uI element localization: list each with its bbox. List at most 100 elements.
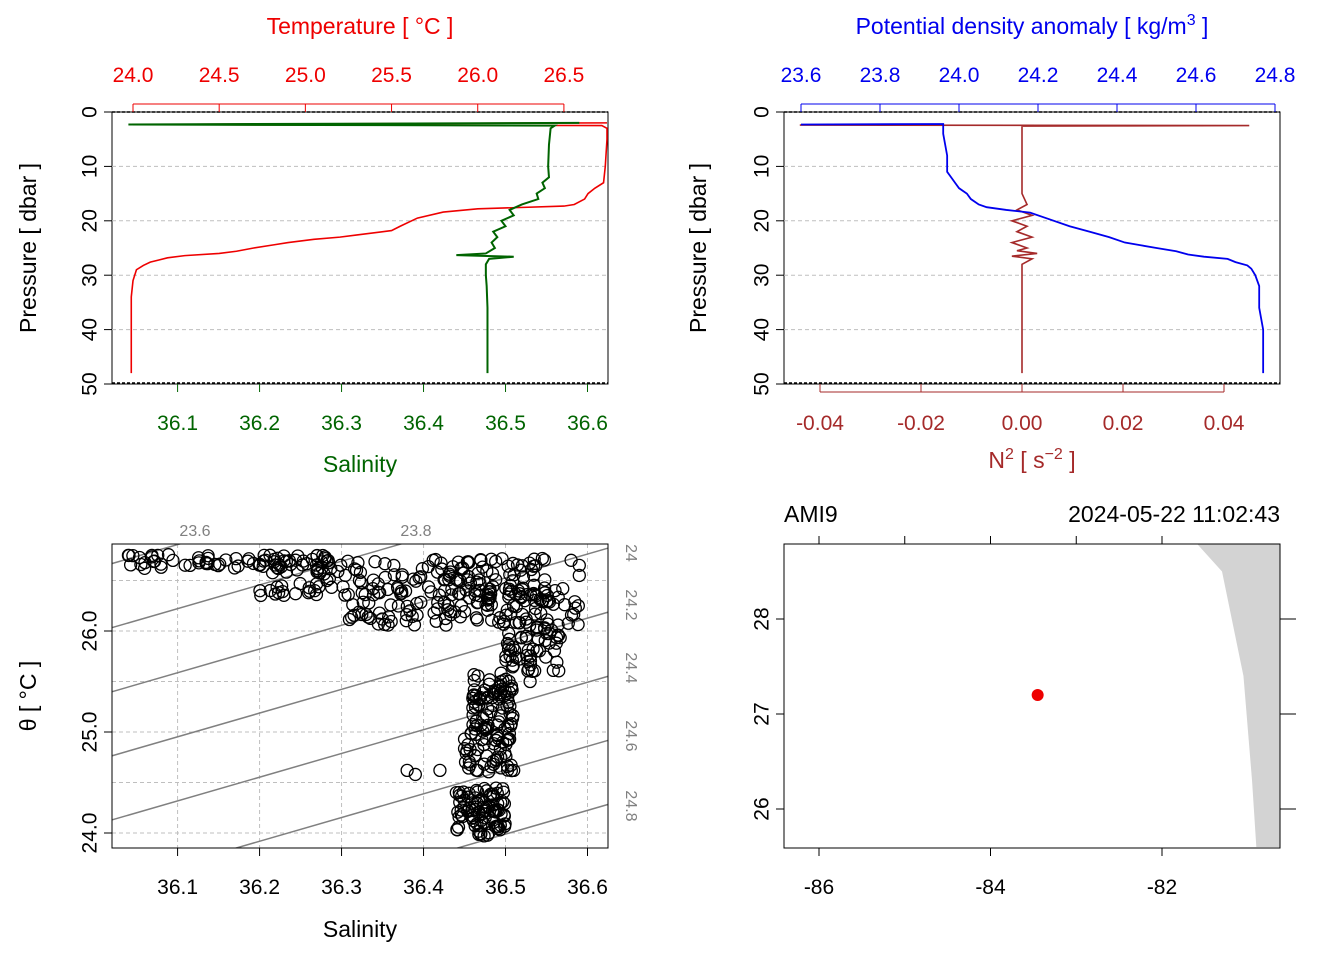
ts-point	[407, 618, 422, 632]
ts-point	[489, 820, 504, 834]
ts-point	[438, 611, 453, 626]
ts-point	[538, 585, 552, 600]
station-label: AMI9	[784, 501, 838, 527]
ts-point	[501, 695, 516, 710]
ts-point	[433, 763, 447, 778]
ts-point	[468, 791, 482, 805]
ts-point	[478, 804, 492, 818]
ts-point	[450, 822, 464, 837]
ts-point	[503, 567, 517, 582]
ts-point	[362, 596, 376, 610]
pressure-tick-label: 10	[79, 155, 102, 178]
ts-point	[453, 795, 467, 809]
pressure-tick-label: 50	[751, 372, 774, 395]
ts-point	[561, 616, 575, 630]
ts-point	[320, 554, 334, 568]
isopycnal-line	[112, 611, 608, 757]
ts-point	[489, 573, 503, 587]
temperature-line	[130, 122, 608, 374]
ts-point	[309, 587, 324, 602]
temperature-axis-title: Temperature [ °C ]	[267, 13, 454, 39]
station-map-panel: -86 -84 -82 26 27 28 AMI9 2024-05-22 11:02:43	[751, 501, 1296, 899]
ts-point	[400, 607, 414, 622]
ts-points	[121, 548, 586, 843]
ts-point	[457, 800, 471, 814]
ts-point	[253, 557, 267, 572]
profile-density-series	[799, 123, 1265, 374]
ts-point	[467, 673, 481, 688]
ts-point	[145, 548, 159, 563]
ts-point	[347, 608, 361, 622]
ts-point	[480, 564, 494, 578]
ts-point	[476, 724, 490, 738]
ts-point	[533, 592, 547, 607]
ts-point	[338, 588, 352, 602]
profile-density-ticks: 0 10 20 30 40 50 23.6 23.8 24.0 24.2 24.4 24.6 24.8 -…	[751, 64, 1296, 435]
ts-xlabel: Salinity	[323, 916, 398, 942]
ts-point	[502, 582, 517, 596]
ts-point	[331, 564, 345, 579]
ts-y-tick-label: 26.0	[79, 611, 102, 652]
salinity-line	[128, 121, 580, 374]
profile-density-frame	[783, 111, 1281, 385]
ts-point	[445, 582, 459, 596]
isopycnal-line	[112, 675, 608, 821]
isopycnal-label: 24.2	[622, 589, 639, 620]
pressure-tick-label: 20	[79, 209, 102, 232]
ts-point	[342, 612, 357, 627]
ts-grid	[112, 544, 608, 848]
ts-point	[290, 563, 304, 577]
density-tick-label: 23.8	[860, 64, 901, 87]
ts-point	[511, 584, 526, 598]
pressure-tick-label: 30	[751, 264, 774, 287]
ts-point	[516, 570, 531, 584]
ts-point	[500, 636, 515, 651]
ts-point	[242, 552, 256, 566]
ts-point	[347, 562, 362, 576]
ts-point	[564, 553, 578, 567]
ts-point	[480, 691, 494, 705]
density-tick-label: 24.4	[1097, 64, 1138, 87]
ts-point	[490, 750, 505, 764]
ts-point	[354, 576, 368, 590]
ts-point	[520, 587, 534, 602]
temperature-tick-label: 24.5	[199, 64, 240, 87]
ts-point	[474, 553, 488, 567]
ts-x-tick-label: 36.6	[567, 876, 608, 899]
ts-point	[519, 612, 533, 626]
ts-point	[540, 588, 554, 603]
pressure-axis-title-2: Pressure [ dbar ]	[685, 163, 711, 333]
salinity-tick-label: 36.6	[567, 412, 608, 435]
ts-point	[469, 611, 484, 625]
ts-point	[310, 548, 324, 563]
ts-point	[484, 552, 498, 566]
ts-point	[219, 553, 233, 567]
density-line	[800, 123, 1265, 374]
profile-density-grid	[784, 111, 1280, 384]
ts-point	[351, 556, 365, 570]
ts-point	[123, 558, 138, 572]
lon-tick-label: -84	[975, 876, 1006, 899]
ts-point	[537, 581, 552, 595]
profile-ts-series	[128, 121, 608, 374]
ts-point	[551, 590, 565, 604]
ts-point	[288, 587, 303, 601]
profile-ts-panel: Temperature [ °C ] Salinity Pressure [ d…	[15, 13, 609, 477]
ts-point	[395, 586, 409, 600]
ts-point	[467, 695, 481, 709]
ts-point	[488, 733, 503, 747]
ts-point	[453, 788, 467, 802]
density-tick-label: 24.6	[1176, 64, 1217, 87]
pressure-tick-label: 40	[79, 318, 102, 341]
ts-point	[524, 562, 539, 577]
ts-point	[480, 828, 495, 842]
ts-point	[502, 626, 516, 640]
n2-tick-label: 0.04	[1204, 412, 1245, 435]
ts-point	[358, 587, 372, 602]
ts-point	[494, 666, 508, 680]
ts-point	[310, 565, 324, 579]
ts-point	[227, 561, 242, 575]
isopycnal-label: 23.8	[400, 523, 431, 540]
ts-point	[199, 555, 213, 570]
ts-point	[368, 555, 382, 569]
